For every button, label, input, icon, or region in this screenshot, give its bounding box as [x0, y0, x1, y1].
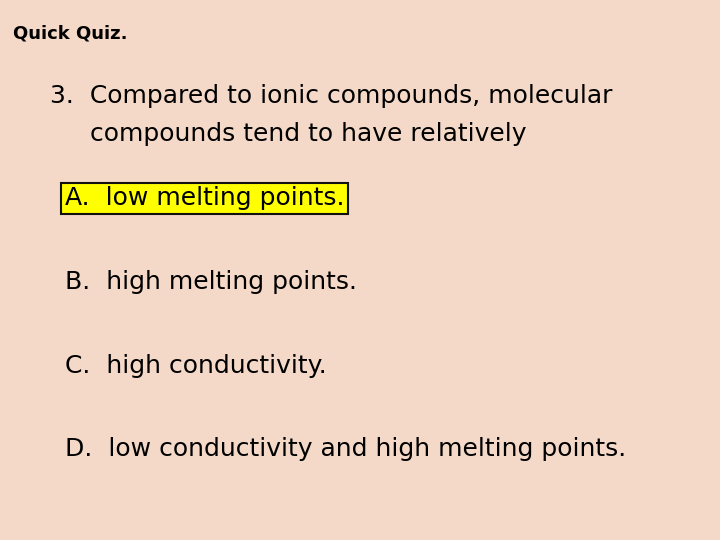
- Text: B.  high melting points.: B. high melting points.: [65, 270, 357, 294]
- Text: Quick Quiz.: Quick Quiz.: [13, 24, 127, 42]
- Text: C.  high conductivity.: C. high conductivity.: [65, 354, 327, 377]
- Text: D.  low conductivity and high melting points.: D. low conductivity and high melting poi…: [65, 437, 626, 461]
- Text: 3.  Compared to ionic compounds, molecular: 3. Compared to ionic compounds, molecula…: [50, 84, 613, 107]
- Text: compounds tend to have relatively: compounds tend to have relatively: [50, 122, 527, 145]
- Text: A.  low melting points.: A. low melting points.: [65, 186, 344, 210]
